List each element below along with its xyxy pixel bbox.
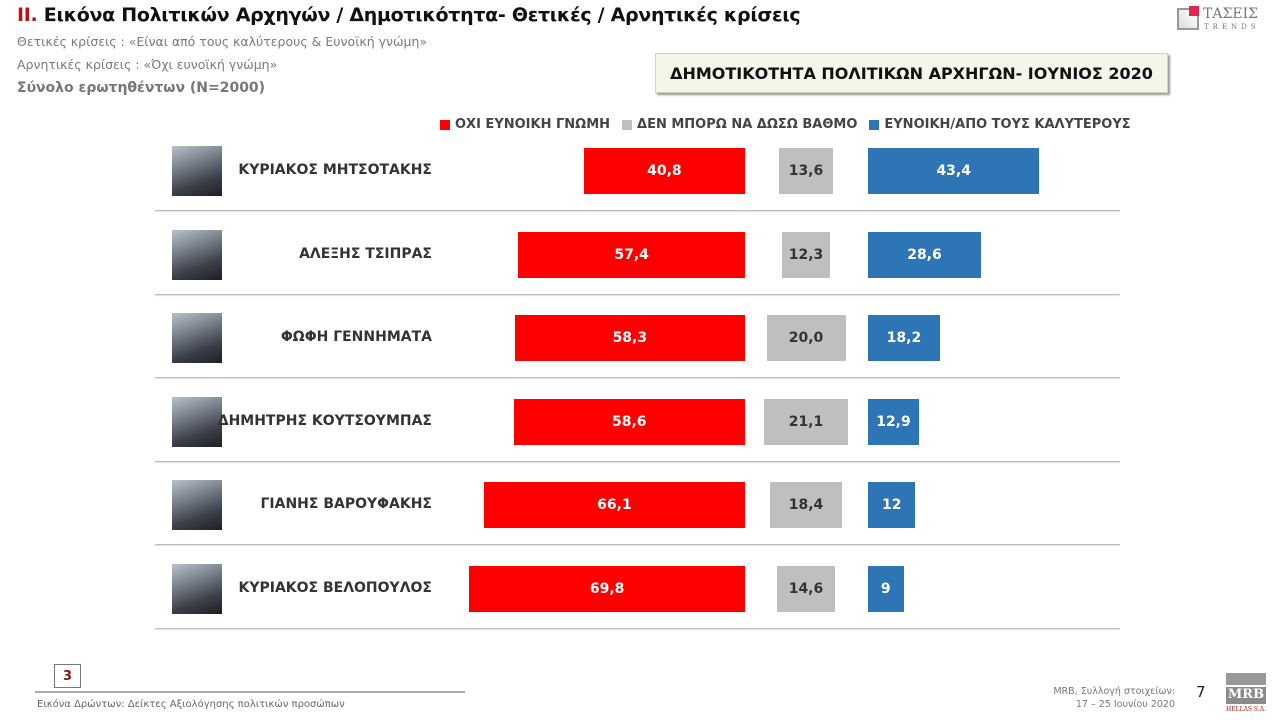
positive-definition: Θετικές κρίσεις : «Είναι από τους καλύτε… — [17, 34, 428, 49]
leader-photo — [172, 229, 222, 280]
bar-negative: 69,8 — [469, 565, 745, 612]
legend-label: ΟΧΙ ΕΥΝΟΙΚΗ ΓΝΩΜΗ — [455, 117, 611, 132]
source-line-1: MRB, Συλλογή στοιχείων: — [1053, 686, 1175, 697]
footer-divider — [35, 691, 465, 693]
legend-swatch — [869, 119, 880, 130]
bar-positive: 12,9 — [868, 398, 919, 445]
bar-positive: 28,6 — [868, 231, 981, 278]
row-divider — [155, 377, 1120, 378]
row-divider — [155, 627, 1120, 629]
chart-title: ΔΗΜΟΤΙΚΟΤΗΤΑ ΠΟΛΙΤΙΚΩΝ ΑΡΧΗΓΩΝ- ΙΟΥΝΙΟΣ … — [655, 53, 1168, 93]
source-line-2: 17 – 25 Ιουνίου 2020 — [1075, 699, 1175, 710]
leader-photo — [172, 480, 222, 530]
leader-name: ΑΛΕΞΗΣ ΤΣΙΠΡΑΣ — [299, 245, 432, 262]
mrb-logo-text: MRB — [1226, 687, 1266, 704]
legend-item-no-answer: ΔΕΝ ΜΠΟΡΩ ΝΑ ΔΩΣΩ ΒΑΘΜΟ — [622, 117, 857, 132]
bar-negative: 58,6 — [513, 398, 745, 445]
bar-negative: 58,3 — [514, 315, 745, 361]
bar-negative: 57,4 — [518, 231, 745, 278]
legend-swatch — [622, 119, 633, 130]
logo-text: ΤΑΣΕΙΣ — [1203, 6, 1258, 22]
title-text: Εικόνα Πολιτικών Αρχηγών / Δημοτικότητα-… — [37, 4, 801, 26]
leader-photo — [172, 563, 222, 614]
bar-negative: 40,8 — [583, 148, 745, 194]
sample-base: Σύνολο ερωτηθέντων (N=2000) — [17, 80, 266, 96]
logo-sub: TRENDS — [1204, 23, 1260, 31]
bar-negative: 66,1 — [483, 482, 745, 528]
leader-name: ΔΗΜΗΤΡΗΣ ΚΟΥΤΣΟΥΜΠΑΣ — [217, 412, 432, 429]
row-divider — [155, 293, 1120, 295]
page-number: 7 — [1196, 683, 1206, 701]
legend: ΟΧΙ ΕΥΝΟΙΚΗ ΓΝΩΜΗ ΔΕΝ ΜΠΟΡΩ ΝΑ ΔΩΣΩ ΒΑΘΜ… — [440, 117, 1131, 132]
legend-label: ΕΥΝΟΙΚΗ/ΑΠΟ ΤΟΥΣ ΚΑΛΥΤΕΡΟΥΣ — [884, 117, 1131, 132]
mrb-logo-sub: HELLAS S.A. — [1226, 706, 1266, 713]
section-number-box: 3 — [54, 664, 81, 688]
row-divider — [155, 544, 1120, 545]
bar-no-answer: 20,0 — [766, 315, 846, 361]
leader-name: ΓΙΑΝΗΣ ΒΑΡΟΥΦΑΚΗΣ — [260, 496, 432, 512]
mrb-logo: MRB HELLAS S.A. — [1226, 673, 1266, 717]
legend-swatch — [440, 119, 450, 130]
negative-definition: Αρνητικές κρίσεις : «Όχι ευνοϊκή γνώμη» — [17, 57, 278, 72]
footer-section: Εικόνα Δρώντων: Δείκτες Αξιολόγησης πολι… — [37, 699, 345, 710]
leader-name: ΚΥΡΙΑΚΟΣ ΜΗΤΣΟΤΑΚΗΣ — [238, 162, 432, 178]
bar-no-answer: 14,6 — [777, 565, 835, 612]
bar-positive: 43,4 — [868, 148, 1040, 194]
leader-photo — [172, 146, 222, 196]
leader-photo — [172, 313, 222, 363]
bar-positive: 12 — [868, 482, 916, 528]
bar-no-answer: 13,6 — [779, 148, 833, 194]
title-number: II. — [17, 4, 38, 26]
row-divider — [155, 210, 1120, 211]
leader-name: ΦΩΦΗ ΓΕΝΝΗΜΑΤΑ — [280, 329, 432, 345]
legend-item-negative: ΟΧΙ ΕΥΝΟΙΚΗ ΓΝΩΜΗ — [440, 117, 610, 132]
leader-name: ΚΥΡΙΑΚΟΣ ΒΕΛΟΠΟΥΛΟΣ — [238, 579, 432, 596]
bar-no-answer: 12,3 — [781, 231, 831, 278]
leader-photo — [172, 396, 222, 447]
legend-item-positive: ΕΥΝΟΙΚΗ/ΑΠΟ ΤΟΥΣ ΚΑΛΥΤΕΡΟΥΣ — [869, 117, 1131, 132]
bar-no-answer: 18,4 — [769, 482, 843, 528]
tasis-logo: ΤΑΣΕΙΣ TRENDS — [1177, 6, 1272, 34]
bar-positive: 18,2 — [868, 315, 940, 361]
legend-label: ΔΕΝ ΜΠΟΡΩ ΝΑ ΔΩΣΩ ΒΑΘΜΟ — [637, 117, 858, 132]
bar-no-answer: 21,1 — [764, 398, 848, 445]
source-note: MRB, Συλλογή στοιχείων: 17 – 25 Ιουνίου 2… — [1040, 685, 1175, 711]
row-divider — [155, 460, 1120, 462]
bar-positive: 9 — [868, 565, 904, 612]
page-title: II. Εικόνα Πολιτικών Αρχηγών / Δημοτικότ… — [17, 4, 801, 26]
